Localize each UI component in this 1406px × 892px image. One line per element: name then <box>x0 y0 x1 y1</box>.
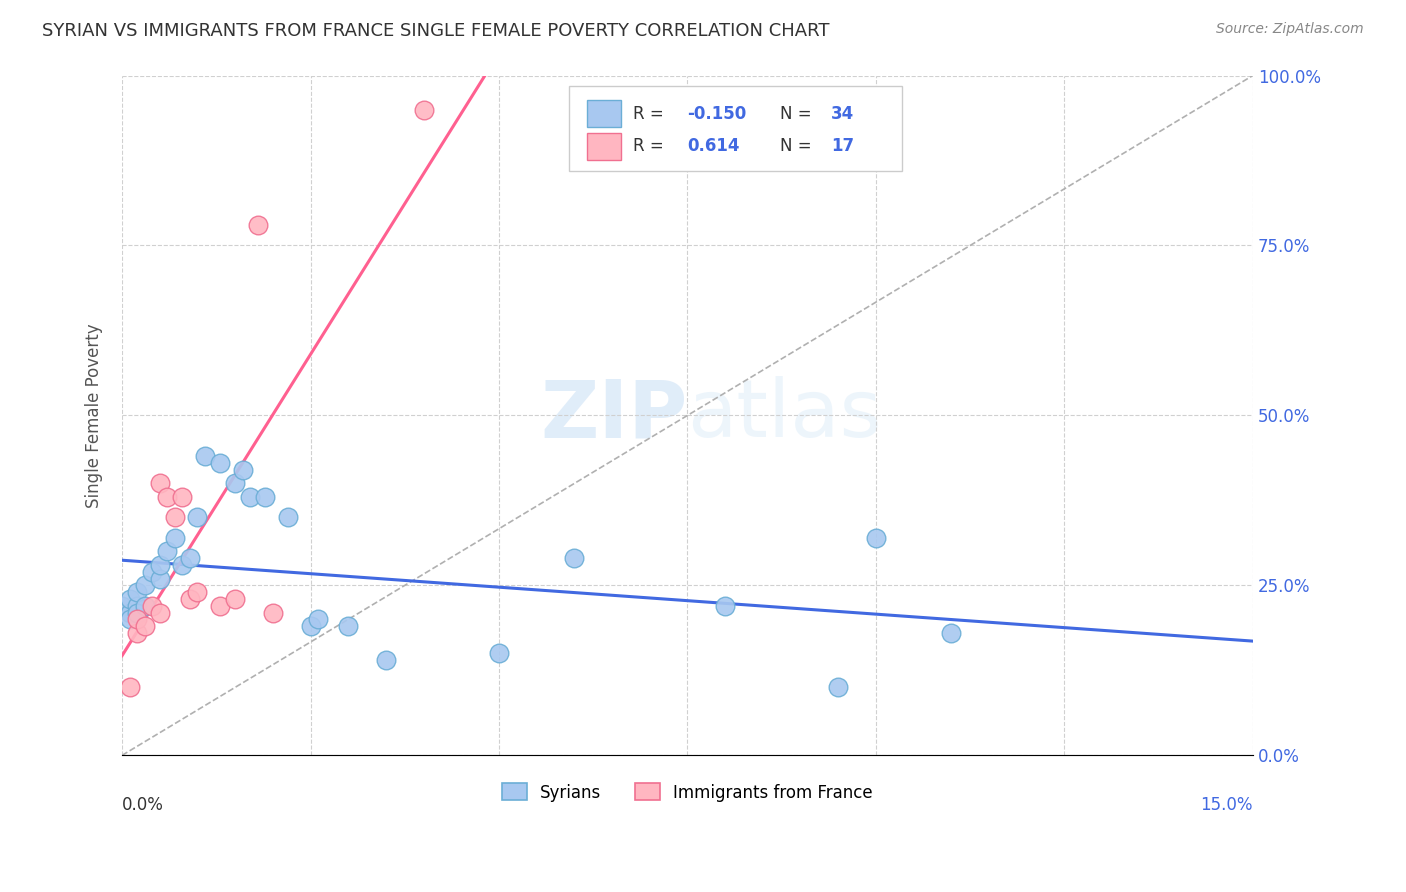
Point <box>134 599 156 613</box>
Text: 34: 34 <box>831 104 855 122</box>
Point <box>307 612 329 626</box>
Point <box>127 599 149 613</box>
Point <box>412 103 434 117</box>
Point <box>127 585 149 599</box>
Text: atlas: atlas <box>688 376 882 454</box>
Point <box>118 612 141 626</box>
Point <box>186 510 208 524</box>
FancyBboxPatch shape <box>586 100 620 128</box>
Point <box>209 456 232 470</box>
Point <box>337 619 360 633</box>
Point <box>134 619 156 633</box>
Point <box>149 558 172 572</box>
Point <box>179 551 201 566</box>
Text: N =: N = <box>780 137 811 155</box>
Point <box>127 626 149 640</box>
Point <box>224 592 246 607</box>
Point <box>118 592 141 607</box>
Text: R =: R = <box>633 104 664 122</box>
Point <box>163 531 186 545</box>
Point <box>118 606 141 620</box>
Y-axis label: Single Female Poverty: Single Female Poverty <box>86 323 103 508</box>
Point <box>141 565 163 579</box>
Point <box>564 551 586 566</box>
Text: 0.0%: 0.0% <box>122 797 165 814</box>
Point <box>224 476 246 491</box>
Text: -0.150: -0.150 <box>688 104 747 122</box>
Point <box>246 218 269 232</box>
Point <box>179 592 201 607</box>
Point <box>865 531 887 545</box>
Point <box>714 599 737 613</box>
Point <box>186 585 208 599</box>
Text: 0.614: 0.614 <box>688 137 740 155</box>
Point <box>156 544 179 558</box>
Point <box>209 599 232 613</box>
Text: Source: ZipAtlas.com: Source: ZipAtlas.com <box>1216 22 1364 37</box>
Point <box>118 681 141 695</box>
Point <box>374 653 396 667</box>
Point <box>141 599 163 613</box>
Legend: Syrians, Immigrants from France: Syrians, Immigrants from France <box>495 777 880 808</box>
Point <box>156 490 179 504</box>
FancyBboxPatch shape <box>568 86 903 170</box>
Point <box>127 606 149 620</box>
Text: SYRIAN VS IMMIGRANTS FROM FRANCE SINGLE FEMALE POVERTY CORRELATION CHART: SYRIAN VS IMMIGRANTS FROM FRANCE SINGLE … <box>42 22 830 40</box>
Point <box>149 606 172 620</box>
Point <box>941 626 963 640</box>
Point <box>299 619 322 633</box>
Point <box>163 510 186 524</box>
Point <box>111 599 134 613</box>
Point <box>172 558 194 572</box>
Point <box>194 449 217 463</box>
Point <box>172 490 194 504</box>
Point <box>239 490 262 504</box>
Text: R =: R = <box>633 137 664 155</box>
Text: N =: N = <box>780 104 811 122</box>
Point <box>149 476 172 491</box>
FancyBboxPatch shape <box>586 133 620 160</box>
Text: ZIP: ZIP <box>540 376 688 454</box>
Point <box>254 490 277 504</box>
Point <box>262 606 284 620</box>
Point <box>827 681 849 695</box>
Point <box>134 578 156 592</box>
Point <box>127 612 149 626</box>
Point <box>277 510 299 524</box>
Text: 17: 17 <box>831 137 855 155</box>
Point <box>488 646 510 660</box>
Point <box>232 463 254 477</box>
Text: 15.0%: 15.0% <box>1201 797 1253 814</box>
Point <box>149 572 172 586</box>
